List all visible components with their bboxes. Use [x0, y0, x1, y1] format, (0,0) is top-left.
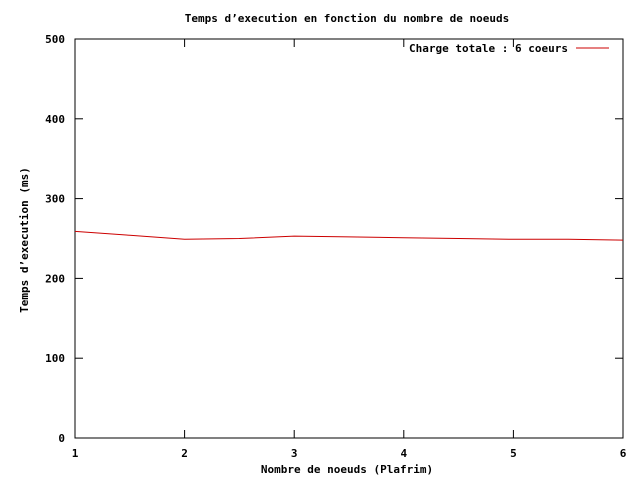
series-group	[74, 230, 624, 241]
y-tick-label: 300	[45, 193, 65, 206]
x-tick-label: 4	[400, 447, 407, 460]
y-tick-label: 100	[45, 352, 65, 365]
legend-label: Charge totale : 6 coeurs	[409, 42, 568, 55]
x-tick-label: 3	[291, 447, 298, 460]
legend: Charge totale : 6 coeurs	[409, 42, 609, 55]
x-tick-label: 1	[72, 447, 79, 460]
y-tick-label: 0	[58, 432, 65, 445]
x-tick-label: 6	[620, 447, 627, 460]
chart-title: Temps d’execution en fonction du nombre …	[185, 12, 510, 25]
x-tick-label: 5	[510, 447, 517, 460]
x-axis: 1 2 3 4 5 6	[72, 39, 627, 460]
series-line	[74, 230, 624, 241]
x-axis-label: Nombre de noeuds (Plafrim)	[261, 463, 433, 476]
plot-frame	[74, 38, 624, 439]
y-tick-label: 400	[45, 113, 65, 126]
x-tick-label: 2	[181, 447, 188, 460]
y-axis-label: Temps d’execution (ms)	[18, 167, 31, 313]
y-axis: 0 100 200 300 400 500	[45, 33, 623, 445]
y-tick-label: 200	[45, 272, 65, 285]
y-tick-label: 500	[45, 33, 65, 46]
